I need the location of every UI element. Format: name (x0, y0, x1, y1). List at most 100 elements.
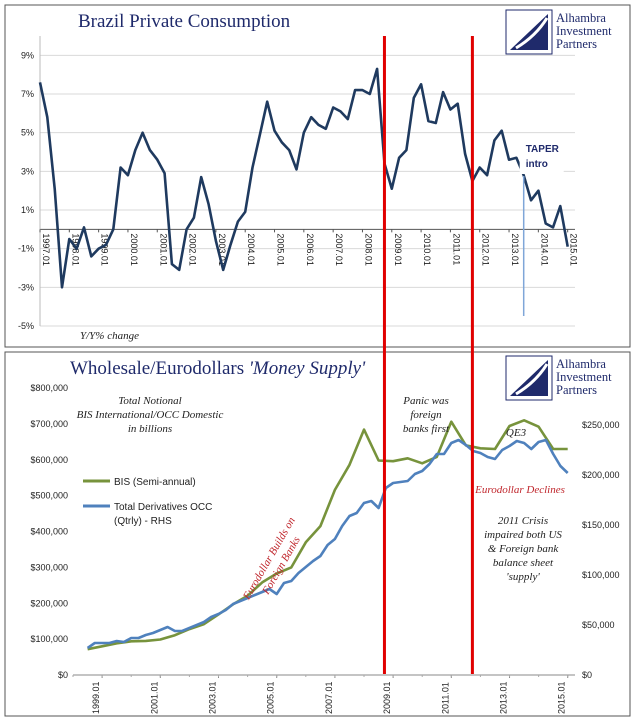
y-right-tick-label: $100,000 (582, 570, 620, 580)
logo-text-1: Investment (556, 370, 612, 384)
y-tick-label: -3% (18, 282, 34, 292)
note-2011-crisis: 2011 Crisis impaired both US & Foreign ban… (484, 515, 562, 583)
x-tick-label: 2009.01 (382, 681, 392, 714)
y-right-tick-label: $250,000 (582, 420, 620, 430)
title-italic: 'Money Supply' (249, 358, 366, 379)
event-markers (382, 36, 474, 674)
x-tick-label: 2011.01 (440, 682, 450, 714)
note-panic-line: foreign (410, 409, 442, 421)
x-tick-label: 1998.01 (70, 233, 80, 266)
legend-label-bis: BIS (Semi-annual) (114, 477, 196, 488)
y-right-tick-label: $50,000 (582, 620, 615, 630)
note-2011-crisis-line: balance sheet (493, 557, 554, 569)
logo-mark-icon (510, 14, 548, 50)
note-2011-crisis-line: 'supply' (506, 571, 540, 583)
x-tick-label: 2008.01 (363, 233, 373, 266)
y-tick-label: 3% (21, 166, 34, 176)
taper-label-line: TAPER (526, 144, 560, 155)
logo-swoosh-icon (515, 363, 549, 396)
y-left-tick-label: $800,000 (30, 383, 68, 393)
x-tick-label: 2010.01 (422, 233, 432, 266)
chart-title-money-supply: Wholesale/Eurodollars 'Money Supply' (70, 358, 366, 379)
logo-text-2: Partners (556, 37, 597, 51)
x-tick-label: 2011.01 (451, 233, 461, 265)
note-panic-line: Panic was (402, 395, 449, 407)
note-eurodollar-declines: Eurodollar Declines (474, 484, 565, 496)
note-total-notional-line: Total Notional (118, 395, 181, 407)
x-tick-label: 2009.01 (393, 233, 403, 266)
y-left-tick-label: $700,000 (30, 419, 68, 429)
note-2011-crisis-line: & Foreign bank (488, 543, 560, 555)
x-tick-label: 2006.01 (305, 233, 315, 266)
x-tick-label: 2013.01 (510, 233, 520, 266)
x-tick-label: 2003.01 (217, 233, 227, 266)
x-tick-label: 2000.01 (129, 233, 139, 266)
panel-bottom-frame (4, 351, 631, 717)
logo-text-1: Investment (556, 24, 612, 38)
logo-text-2: Partners (556, 383, 597, 397)
y-left-tick-label: $100,000 (30, 634, 68, 644)
y-tick-label: 5% (21, 128, 34, 138)
x-tick-label: 1999.01 (100, 233, 110, 266)
chart-title-brazil: Brazil Private Consumption (78, 11, 291, 32)
x-tick-label: 1999.01 (91, 681, 101, 714)
legend-label-occ: Total Derivatives OCC (114, 502, 212, 513)
x-tick-label: 2012.01 (481, 233, 491, 266)
y-tick-label: -5% (18, 321, 34, 331)
y-left-tick-label: $300,000 (30, 562, 68, 572)
note-2011-crisis-line: 2011 Crisis (498, 515, 548, 527)
x-tick-label: 1997.01 (41, 233, 51, 266)
x-tick-label: 2007.01 (324, 681, 334, 714)
note-2011-crisis-line: impaired both US (484, 529, 562, 541)
title-prefix: Wholesale/Eurodollars (70, 358, 249, 379)
y-left-tick-label: $200,000 (30, 598, 68, 608)
y-right-tick-label: $0 (582, 670, 592, 680)
chart-brazil-consumption: Brazil Private Consumption AlhambraInvest… (4, 4, 631, 348)
x-tick-label: 2001.01 (149, 681, 159, 714)
x-tick-label: 2015.01 (557, 681, 567, 714)
x-tick-label: 2014.01 (539, 233, 549, 266)
taper-label: TAPER intro (526, 144, 560, 170)
x-tick-label: 2013.01 (499, 681, 509, 714)
y-tick-label: 7% (21, 89, 34, 99)
y-tick-label: 1% (21, 205, 34, 215)
note-total-notional-line: BIS International/OCC Domestic (77, 409, 224, 421)
x-tick-label: 2001.01 (158, 233, 168, 266)
logo-mark-icon (510, 360, 548, 396)
y-left-tick-label: $600,000 (30, 455, 68, 465)
x-tick-label: 2015.01 (569, 233, 579, 266)
note-panic-line: banks first (403, 423, 450, 435)
logo-text-0: Alhambra (556, 357, 606, 371)
taper-label-line: intro (526, 159, 548, 170)
y-tick-label: -1% (18, 244, 34, 254)
taper-label-bg (519, 138, 564, 174)
y-tick-label: 9% (21, 50, 34, 60)
x-tick-label: 2004.01 (246, 233, 256, 266)
y-left-tick-label: $500,000 (30, 491, 68, 501)
x-tick-label: 2002.01 (188, 233, 198, 266)
y-right-tick-label: $200,000 (582, 470, 620, 480)
x-tick-label: 2005.01 (276, 233, 286, 266)
x-tick-label: 2005.01 (266, 681, 276, 714)
y-left-tick-label: $400,000 (30, 527, 68, 537)
y-left-tick-label: $0 (58, 670, 68, 680)
series-line-occ (86, 438, 569, 650)
note-total-notional: Total Notional BIS International/OCC Dome… (77, 395, 224, 435)
chart-money-supply: Wholesale/Eurodollars 'Money Supply' Alha… (4, 351, 631, 717)
legend-label-occ-2: (Qtrly) - RHS (114, 516, 172, 527)
panel-top-frame (4, 4, 631, 348)
logo-text-0: Alhambra (556, 11, 606, 25)
logo-swoosh-icon (515, 17, 549, 50)
x-tick-label: 2003.01 (208, 681, 218, 714)
note-total-notional-line: in billions (128, 423, 172, 435)
series-line-brazil (38, 67, 569, 289)
x-tick-label: 2007.01 (334, 233, 344, 266)
legend: BIS (Semi-annual) Total Derivatives OCC (Q… (83, 477, 212, 527)
y-unit-note: Y/Y% change (80, 330, 139, 342)
y-right-tick-label: $150,000 (582, 520, 620, 530)
note-qe3: QE3 (506, 427, 527, 439)
series-line-bis (87, 419, 568, 651)
